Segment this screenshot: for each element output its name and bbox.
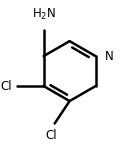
Text: N: N bbox=[105, 50, 114, 63]
Text: $\mathregular{H_2N}$: $\mathregular{H_2N}$ bbox=[32, 7, 56, 22]
Text: Cl: Cl bbox=[0, 80, 12, 93]
Text: Cl: Cl bbox=[45, 129, 57, 142]
